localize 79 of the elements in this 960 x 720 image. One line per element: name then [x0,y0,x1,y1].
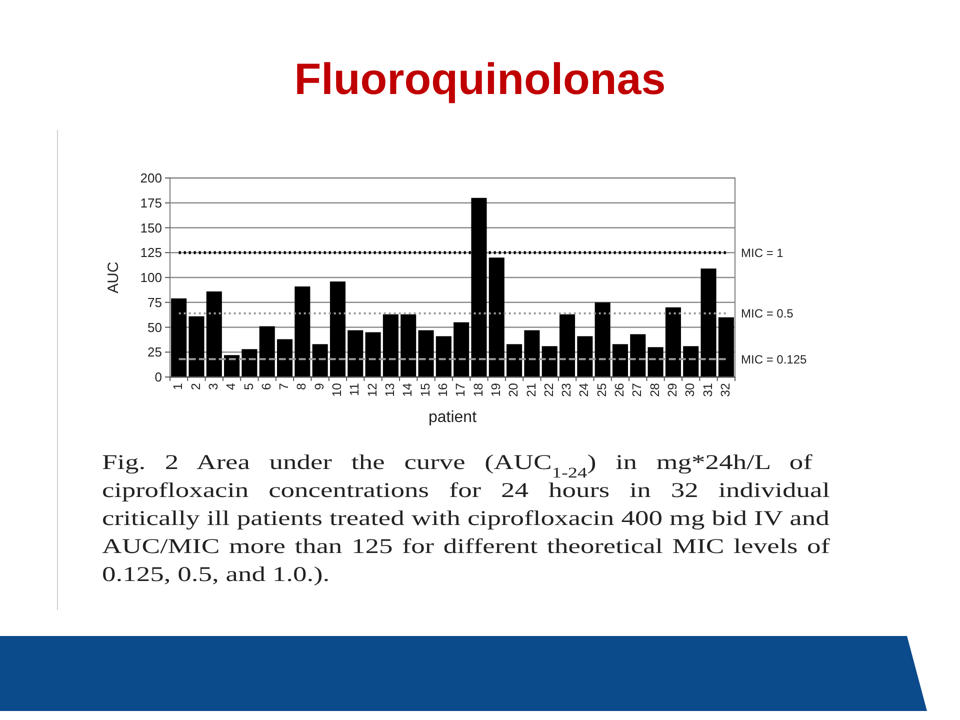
x-tick-label: 26 [612,382,627,397]
bar [224,355,240,377]
x-tick-label: 10 [330,382,344,397]
bar [542,346,558,377]
y-tick-label: 200 [140,170,162,186]
y-tick-label: 100 [140,270,162,286]
bar [436,336,452,377]
x-tick-label: 20 [506,382,521,397]
bar [348,330,364,377]
bar [577,336,593,377]
x-axis-title: patient [428,409,478,426]
x-tick-label: 18 [471,382,486,397]
x-tick-label: 5 [242,382,256,390]
series-label: MIC = 0.125 [741,352,808,366]
bar [683,346,699,377]
bar [400,314,416,377]
x-tick-label: 31 [700,382,715,397]
x-tick-label: 21 [524,382,538,397]
x-tick-label: 8 [294,382,309,390]
bar [559,314,576,377]
bar [294,286,310,377]
x-tick-label: 30 [683,382,698,397]
x-tick-label: 17 [454,382,468,397]
bar [718,317,734,377]
bar [648,347,664,377]
bar [242,349,258,377]
bar [594,302,610,377]
bar [206,291,222,377]
x-tick-label: 22 [542,382,556,397]
x-tick-label: 23 [560,382,574,397]
x-tick-label: 3 [206,382,220,390]
bar [171,298,187,377]
x-tick-label: 27 [630,382,644,397]
x-tick-label: 19 [488,382,503,397]
y-tick-label: 175 [140,195,162,210]
y-tick-label: 125 [140,245,162,260]
y-tick-label: 50 [148,320,162,335]
bar [700,268,716,377]
y-axis-title: AUC [105,262,122,294]
x-tick-label: 7 [277,382,292,390]
x-tick-label: 12 [365,382,380,397]
x-tick-label: 28 [648,382,662,397]
bar [524,330,540,377]
bar [382,314,398,377]
bar [365,332,381,377]
x-tick-label: 15 [418,382,432,397]
x-tick-label: 4 [224,382,238,390]
x-tick-label: 2 [188,382,203,390]
x-tick-label: 29 [666,382,680,397]
bar [665,307,681,377]
bar [312,344,328,377]
x-tick-label: 1 [171,382,186,390]
x-tick-label: 11 [348,382,362,396]
x-tick-label: 16 [436,382,450,397]
bar [188,316,204,377]
x-tick-label: 24 [577,382,592,397]
x-tick-label: 13 [383,382,397,397]
x-tick-label: 25 [594,382,609,397]
chart-title: Fluoroquinolonas [294,55,666,104]
bar [612,344,628,377]
x-tick-label: 14 [400,382,415,397]
x-tick-label: 32 [718,382,732,397]
bar [506,344,522,377]
y-tick-label: 150 [140,220,162,236]
bar [276,339,293,377]
bar [259,326,275,377]
bar [418,330,434,377]
x-tick-label: 6 [259,382,274,390]
x-tick-label: 9 [312,382,326,390]
y-tick-label: 0 [154,370,162,385]
y-tick-label: 75 [148,294,162,310]
bar [454,322,470,377]
y-tick-label: 25 [148,344,162,360]
caption: Fig. 2 Area under the curve (AUC$_{1-24}$) in mg*24h/L of ciprofloxacin concentrations for 24 hours in 32 individual critically ill patients treated with ciprofloxacin 400 mg bid IV and AUC/MIC more than 125 for different theoretical MIC levels of 0.125, 0.5, and 1.0.). [102,450,831,586]
bar [630,334,646,377]
series-label: MIC = 1 [741,246,784,260]
bar [330,281,346,377]
series-label: MIC = 0.5 [741,306,794,321]
bar [488,258,504,377]
